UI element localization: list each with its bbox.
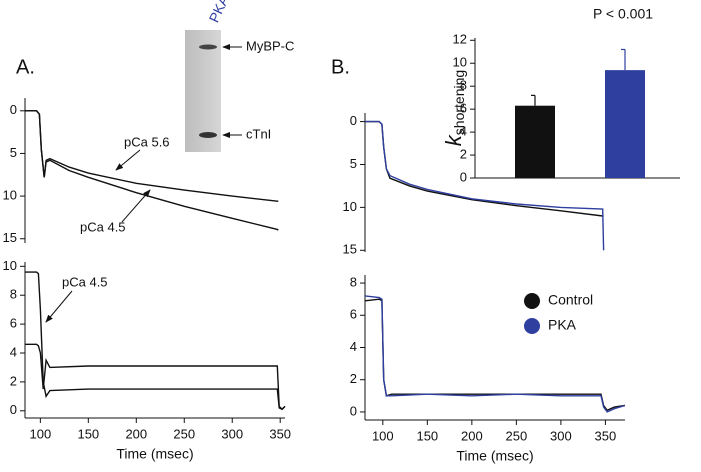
trace (365, 120, 604, 217)
gel-lane-label: PKA (206, 0, 233, 25)
y-tick-label: 8 (350, 274, 357, 289)
y-axis-label: kshortening (441, 70, 467, 146)
y-tick-label: 5 (350, 156, 357, 171)
legend-marker (524, 293, 540, 309)
y-tick-label: 8 (460, 78, 467, 93)
y-tick-label: 4 (350, 339, 357, 354)
gel-band (199, 132, 217, 138)
x-axis-label: Time (msec) (116, 446, 193, 462)
y-tick-label: 5 (10, 145, 17, 160)
y-tick-label: 6 (10, 316, 17, 331)
trace (364, 295, 626, 413)
panel-label: A. (16, 56, 35, 78)
y-tick-label: 15 (3, 230, 17, 245)
y-tick-label: 0 (350, 403, 357, 418)
y-tick-label: 2 (10, 373, 17, 388)
trace (25, 343, 286, 411)
legend-label: PKA (548, 317, 577, 333)
y-tick-label: 0 (460, 169, 467, 184)
label-arrow (121, 189, 151, 223)
y-tick-label: 0 (10, 402, 17, 417)
trace-label: pCa 4.5 (62, 274, 108, 289)
trace (25, 271, 286, 411)
x-tick-label: 100 (29, 426, 51, 441)
annotation: P < 0.001 (593, 6, 653, 22)
legend-marker (524, 318, 540, 334)
bar (605, 70, 645, 178)
x-tick-label: 150 (416, 428, 438, 443)
band-label: cTnI (246, 126, 271, 141)
band-label: MyBP-C (246, 38, 294, 53)
y-tick-label: 0 (10, 102, 17, 117)
panel-label: B. (331, 56, 350, 78)
y-tick-label: 10 (3, 258, 17, 273)
y-tick-label: 12 (453, 32, 467, 47)
y-tick-label: 0 (350, 113, 357, 128)
x-tick-label: 250 (173, 426, 195, 441)
x-tick-label: 200 (461, 428, 483, 443)
bar (515, 105, 555, 178)
y-tick-label: 10 (453, 55, 467, 70)
trace (25, 110, 279, 231)
x-tick-label: 150 (77, 426, 99, 441)
y-tick-label: 10 (343, 199, 357, 214)
x-tick-label: 300 (221, 426, 243, 441)
y-tick-label: 10 (3, 188, 17, 203)
legend-label: Control (548, 292, 593, 308)
x-tick-label: 350 (269, 426, 291, 441)
x-tick-label: 300 (550, 428, 572, 443)
trace-label: pCa 5.6 (124, 134, 170, 149)
x-tick-label: 100 (372, 428, 394, 443)
gel-band (199, 44, 217, 50)
label-arrow (45, 290, 73, 323)
y-tick-label: 6 (350, 307, 357, 322)
y-tick-label: 6 (460, 101, 467, 116)
x-tick-label: 200 (125, 426, 147, 441)
label-arrow (115, 149, 141, 171)
y-tick-label: 4 (460, 124, 467, 139)
y-axis-label-sub: shortening (451, 70, 467, 135)
gel (185, 30, 221, 152)
x-tick-label: 250 (506, 428, 528, 443)
x-axis-label: Time (msec) (456, 448, 533, 464)
y-axis-label-main: k (441, 134, 466, 146)
trace-label: pCa 4.5 (80, 219, 126, 234)
trace (365, 120, 605, 251)
x-tick-label: 350 (595, 428, 617, 443)
y-tick-label: 2 (460, 146, 467, 161)
y-tick-label: 15 (343, 242, 357, 257)
trace (364, 298, 626, 412)
y-tick-label: 8 (10, 287, 17, 302)
trace (25, 110, 279, 202)
y-tick-label: 4 (10, 344, 17, 359)
y-tick-label: 2 (350, 371, 357, 386)
